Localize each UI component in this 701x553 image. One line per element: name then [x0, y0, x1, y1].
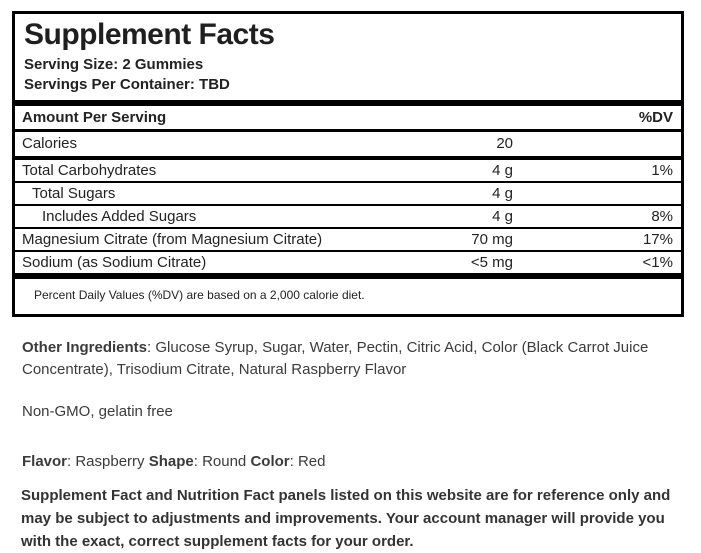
product-attributes: Flavor: Raspberry Shape: Round Color: Re…: [22, 451, 701, 473]
nutrient-name: Total Carbohydrates: [22, 162, 157, 179]
flavor-value: : Raspberry: [67, 453, 149, 470]
table-row-calories: Calories 20: [15, 132, 681, 160]
nutrient-amount: 20: [496, 135, 513, 152]
dv-footnote: Percent Daily Values (%DV) are based on …: [34, 288, 365, 302]
other-ingredients-list: : Glucose Syrup, Sugar, Water, Pectin, C…: [22, 339, 649, 378]
panel-header: Supplement Facts Serving Size: 2 Gummies…: [15, 14, 681, 95]
nutrient-amount: 4 g: [492, 185, 513, 202]
nutrient-amount: 4 g: [492, 208, 513, 225]
color-value: : Red: [289, 453, 326, 470]
supplement-facts-panel: Supplement Facts Serving Size: 2 Gummies…: [12, 11, 684, 317]
nutrient-amount: 4 g: [492, 162, 513, 179]
nutrient-name: Total Sugars: [32, 185, 116, 202]
flavor-label: Flavor: [22, 453, 68, 470]
table-row-sodium: Sodium (as Sodium Citrate) <5 mg <1%: [15, 252, 681, 273]
table-row-total-sugars: Total Sugars 4 g: [15, 183, 681, 206]
disclaimer-text: Supplement Fact and Nutrition Fact panel…: [21, 487, 671, 550]
nutrient-name: Includes Added Sugars: [42, 208, 197, 225]
color-label: Color: [250, 453, 290, 470]
nutrient-amount: 70 mg: [471, 231, 513, 248]
other-ingredients-text: Other Ingredients: Glucose Syrup, Sugar,…: [22, 337, 650, 381]
shape-value: : Round: [193, 453, 251, 470]
amount-per-serving-label: Amount Per Serving: [22, 109, 167, 126]
nutrient-dv: 8%: [651, 208, 673, 225]
thick-divider-top: [15, 100, 681, 106]
percent-dv-label: %DV: [638, 109, 673, 126]
nutrient-name: Sodium (as Sodium Citrate): [22, 254, 207, 271]
nutrient-name: Magnesium Citrate (from Magnesium Citrat…: [22, 231, 323, 248]
nutrient-dv: <1%: [642, 254, 673, 271]
claims-text: Non-GMO, gelatin free: [22, 403, 173, 420]
table-row-magnesium-citrate: Magnesium Citrate (from Magnesium Citrat…: [15, 229, 681, 252]
other-ingredients-label: Other Ingredients: [22, 339, 148, 356]
table-row-added-sugars: Includes Added Sugars 4 g 8%: [15, 206, 681, 229]
shape-label: Shape: [148, 453, 194, 470]
serving-size: Serving Size: 2 Gummies: [24, 56, 204, 73]
panel-title: Supplement Facts: [24, 18, 275, 51]
table-header-row: Amount Per Serving %DV: [15, 106, 681, 132]
thick-divider-bottom: [15, 273, 681, 279]
nutrient-name: Calories: [22, 135, 78, 152]
nutrient-dv: 1%: [651, 162, 673, 179]
nutrient-dv: 17%: [642, 231, 673, 248]
table-row-total-carbohydrates: Total Carbohydrates 4 g 1%: [15, 160, 681, 183]
servings-per-container: Servings Per Container: TBD: [24, 76, 230, 93]
nutrient-amount: <5 mg: [470, 254, 513, 271]
